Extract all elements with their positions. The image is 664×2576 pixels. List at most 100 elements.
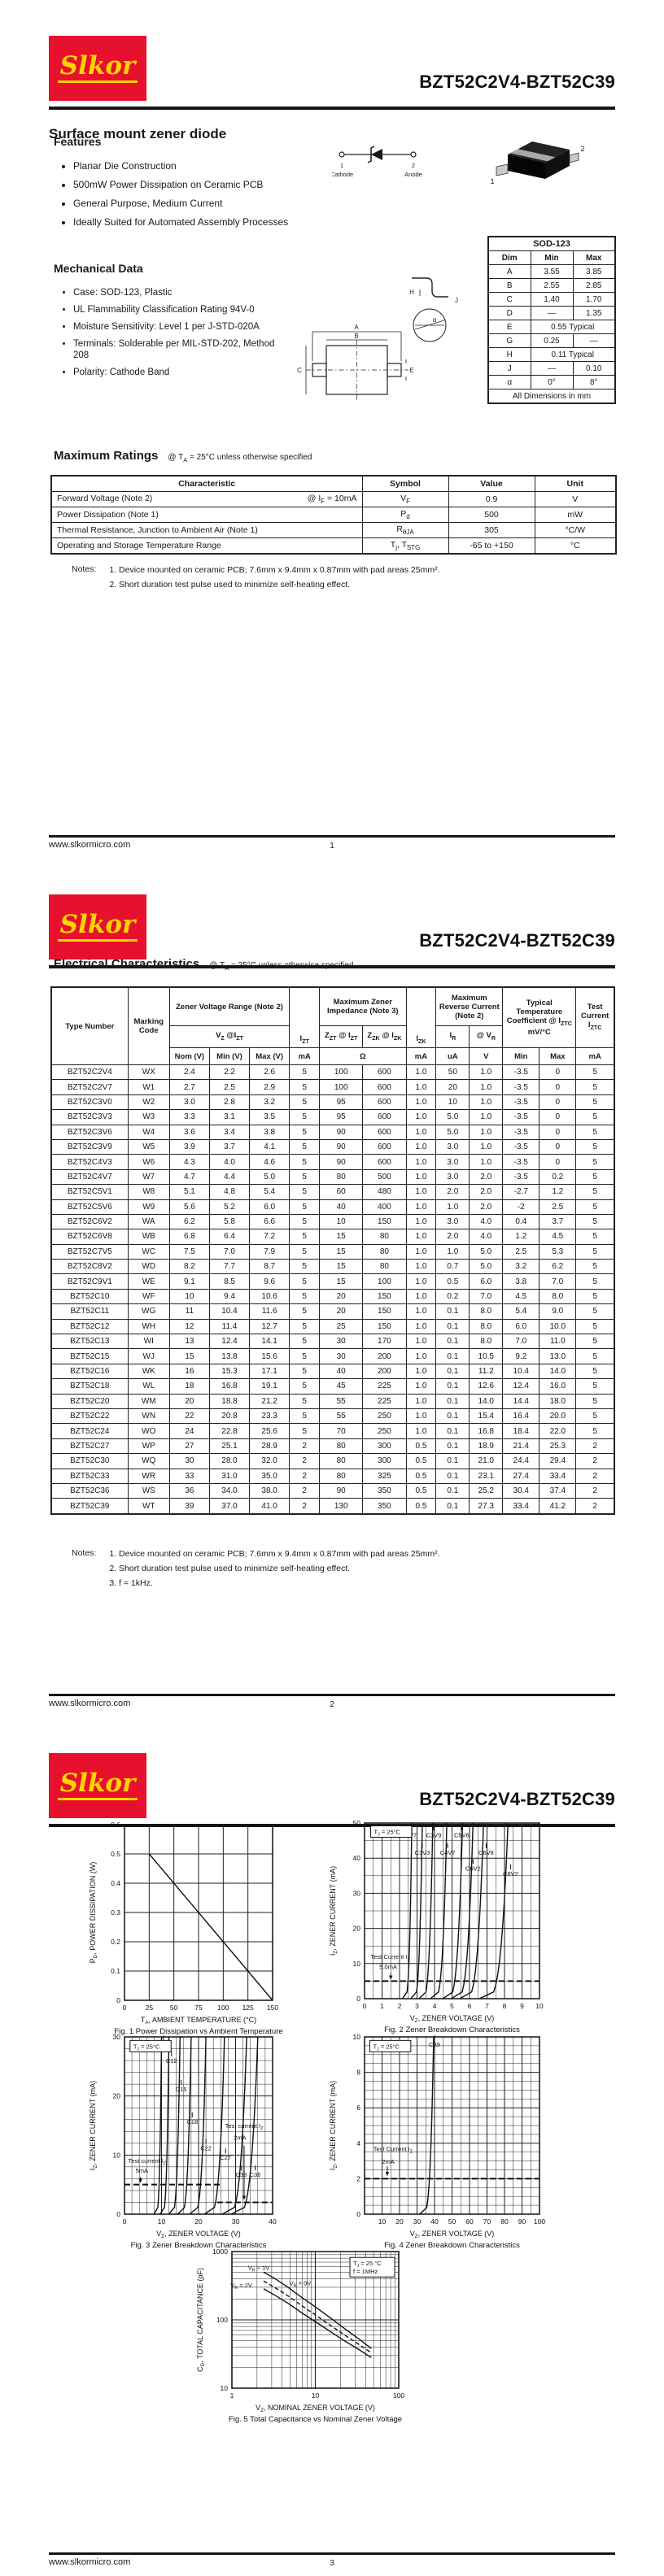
device-cell: 29.4 [539,1453,577,1469]
device-cell: 16.8 [469,1423,504,1439]
device-cell: 22 [168,1408,210,1425]
dim-cell: 3.55 [530,264,574,279]
svg-text:Fig. 1 Power Dissipation vs A: Fig. 1 Power Dissipation vs Ambient Temp… [114,2027,282,2036]
svg-text:4: 4 [433,2002,437,2010]
elec-unit-min: Min (V) [208,1047,251,1065]
svg-text:8: 8 [356,2069,360,2077]
device-cell: BZT52C36 [50,1482,129,1499]
list-item: Moisture Sensitivity: Level 1 per J-STD-… [73,321,277,333]
device-row: BZT52C3V9 W5 3.9 3.7 4.1 5 90 600 1.0 3.0 1.0 -3.5 0… [50,1138,615,1155]
dim-cell: 0.55 Typical [530,320,616,334]
device-cell: 600 [362,1094,407,1111]
svg-text:100: 100 [217,2004,229,2012]
device-cell: 1.0 [405,1138,437,1155]
device-cell: 600 [362,1154,407,1170]
device-cell: W4 [127,1124,170,1140]
footer-site-url: www.slkormicro.com [49,840,131,850]
device-cell: 3.7 [539,1213,577,1230]
device-cell: 7.2 [249,1229,290,1245]
device-cell: 14.4 [502,1393,540,1409]
device-cell: 2 [289,1438,321,1455]
device-cell: 22.0 [539,1423,577,1439]
device-cell: 6.8 [168,1229,210,1245]
device-cell: 20 [319,1303,364,1320]
svg-text:20: 20 [395,2217,404,2226]
device-cell: 5 [575,1184,615,1200]
device-cell: 18.9 [469,1438,504,1455]
device-cell: 0.5 [405,1482,437,1499]
device-cell: 1.0 [435,1199,470,1215]
dim-cell: 8° [572,375,616,389]
device-cell: BZT52C5V6 [50,1199,129,1215]
device-cell: 6.0 [249,1199,290,1215]
device-cell: 33 [168,1468,210,1484]
elec-unit-ua: uA [435,1047,470,1065]
device-cell: 7.5 [168,1243,210,1260]
device-cell: 5 [289,1318,321,1335]
device-cell: 40 [319,1363,364,1380]
device-cell: 7.0 [469,1288,504,1305]
svg-text:10: 10 [312,2391,320,2400]
device-row: BZT52C24 WO 24 22.8 25.6 5 70 250 1.0 0.1 16.8 18.4… [50,1423,615,1439]
device-cell: BZT52C11 [50,1303,129,1320]
elec-group-temp-coefficient: Typical Temperature Coefficient @ IZTC m… [502,986,577,1048]
device-cell: 5 [575,1243,615,1260]
device-cell: 1.0 [405,1154,437,1170]
rating-cell: 500 [448,507,535,523]
device-cell: 25.3 [539,1438,577,1455]
device-cell: 100 [362,1273,407,1290]
device-cell: 5 [289,1334,321,1350]
svg-text:60: 60 [465,2217,474,2226]
device-cell: WP [127,1438,170,1455]
rating-cell: RθJA [361,522,449,538]
device-cell: 5 [575,1334,615,1350]
device-cell: 1.0 [405,1124,437,1140]
pkg-pin1-label: 1 [490,177,494,185]
device-cell: 4.0 [208,1154,251,1170]
device-cell: 1.0 [405,1334,437,1350]
svg-text:9: 9 [520,2002,524,2010]
device-row: BZT52C10 WF 10 9.4 10.6 5 20 150 1.0 0.2 7.0 4.5 8.0… [50,1288,615,1305]
device-cell: 33.4 [502,1498,540,1515]
device-cell: 0.1 [435,1303,470,1320]
page1-notes: Notes: 1. Device mounted on ceramic PCB;… [72,564,440,594]
footer-page-number: 3 [330,2559,334,2568]
device-cell: 0.1 [435,1468,470,1484]
device-row: BZT52C13 WI 13 12.4 14.1 5 30 170 1.0 0.1 8.0 7.0 11… [50,1334,615,1350]
device-cell: 24.4 [502,1453,540,1469]
device-cell: 1.0 [405,1288,437,1305]
elec-col-izk: IZK [405,986,437,1048]
device-cell: WC [127,1243,170,1260]
svg-text:Fig. 5 Total Capacitance vs N: Fig. 5 Total Capacitance vs Nominal Zene… [229,2415,402,2424]
sod-table-footnote: All Dimensions in mm [487,389,616,404]
rating-characteristic: Operating and Storage Temperature Range [50,537,363,555]
device-cell: 0.5 [405,1438,437,1455]
device-cell: 4.3 [168,1154,210,1170]
dim-e-label: E [409,367,413,374]
device-cell: 7.9 [249,1243,290,1260]
device-cell: 38.0 [249,1482,290,1499]
device-cell: 3.1 [208,1109,251,1125]
device-cell: -3.5 [502,1138,540,1155]
device-cell: 4.7 [168,1168,210,1186]
device-cell: 27 [168,1438,210,1455]
dim-cell: D [487,306,531,320]
rating-characteristic: Power Dissipation (Note 1) [50,507,363,523]
device-cell: 3.6 [168,1124,210,1140]
device-cell: WK [127,1363,170,1380]
device-cell: 2.0 [469,1168,504,1186]
device-cell: 0 [539,1138,577,1155]
svg-text:40: 40 [353,1854,361,1862]
device-cell: 16.8 [208,1378,251,1395]
device-cell: 10 [319,1213,364,1230]
device-cell: BZT52C22 [50,1408,129,1425]
dim-cell: — [530,361,574,376]
device-cell: 5.2 [208,1199,251,1215]
mechanical-heading: Mechanical Data [54,262,143,275]
device-cell: 12.6 [469,1378,504,1395]
device-cell: BZT52C39 [50,1498,129,1515]
dim-h-label: H [409,289,414,296]
device-cell: 6.6 [249,1213,290,1230]
max-ratings-condition: @ TA = 25°C unless otherwise specified [168,453,312,463]
elec-col-izt: IZT [289,986,321,1048]
